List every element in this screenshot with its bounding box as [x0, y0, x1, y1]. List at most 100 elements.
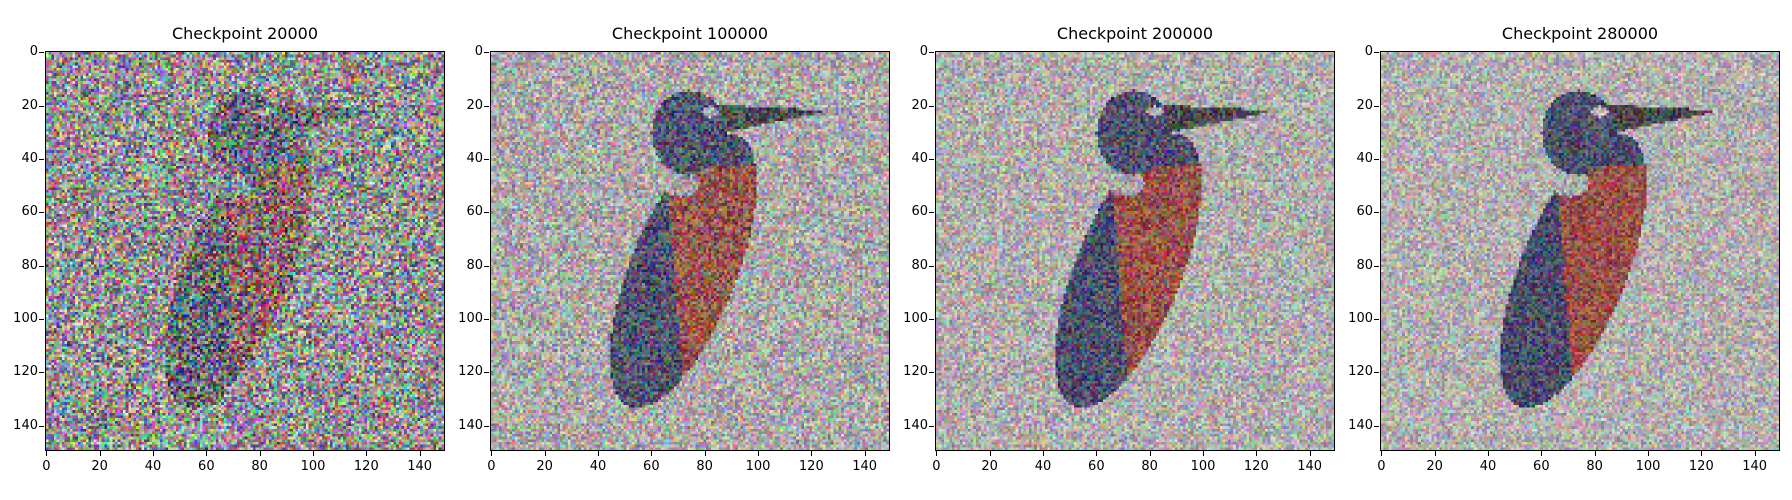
x-tick-label: 140 [407, 459, 433, 474]
x-tick-label: 140 [1297, 459, 1323, 474]
x-tick-label: 100 [745, 459, 771, 474]
y-tick-mark [484, 159, 489, 160]
x-tick-label: 40 [589, 459, 607, 474]
x-tick-mark [46, 451, 48, 456]
x-tick-mark [1594, 451, 1596, 456]
x-tick-label: 40 [144, 459, 162, 474]
x-tick-mark [153, 451, 154, 456]
panel-title: Checkpoint 280000 [1501, 24, 1659, 43]
x-tick-label: 120 [1243, 459, 1269, 474]
x-tick-label: 0 [1377, 459, 1386, 474]
x-tick-mark [419, 451, 421, 456]
y-tick-label: 80 [1356, 257, 1373, 273]
image-panel: Checkpoint 280000 0 20 40 60 80 100 120 140 0 20 40… [1335, 0, 1780, 500]
x-tick-mark [1309, 451, 1311, 456]
image-plot [1380, 51, 1780, 451]
x-tick-mark [1541, 451, 1543, 456]
noisy-bird-image [1381, 52, 1779, 450]
x-tick-mark [99, 451, 101, 456]
x-tick-label: 40 [1034, 459, 1052, 474]
y-tick-mark [1374, 105, 1379, 107]
y-tick-label: 20 [466, 97, 483, 113]
y-tick-mark [484, 372, 489, 374]
y-tick-mark [1374, 52, 1379, 54]
y-tick-mark [929, 212, 934, 214]
x-tick-mark [1256, 451, 1258, 456]
y-tick-label: 20 [1356, 97, 1373, 113]
x-tick-label: 80 [1586, 459, 1603, 474]
image-panel: Checkpoint 200000 0 20 40 60 80 100 120 140 0 20 40… [890, 0, 1335, 500]
x-tick-mark [1043, 451, 1044, 456]
y-tick-mark [484, 319, 489, 320]
y-tick-mark [929, 265, 934, 267]
x-tick-mark [1434, 451, 1436, 456]
x-tick-label: 60 [198, 459, 215, 474]
noisy-bird-image [491, 52, 889, 450]
x-tick-label: 0 [487, 459, 496, 474]
panel-title: Checkpoint 200000 [1056, 24, 1214, 43]
x-tick-label: 100 [300, 459, 326, 474]
y-tick-label: 60 [911, 204, 928, 220]
y-tick-mark [1374, 159, 1379, 160]
image-plot [45, 51, 445, 451]
x-tick-mark [758, 451, 759, 456]
x-tick-mark [366, 451, 368, 456]
x-tick-label: 100 [1190, 459, 1216, 474]
y-tick-label: 80 [21, 257, 38, 273]
y-tick-label: 0 [29, 44, 38, 60]
x-tick-mark [544, 451, 546, 456]
x-tick-label: 120 [1688, 459, 1714, 474]
y-tick-mark [39, 372, 44, 374]
y-tick-label: 120 [13, 364, 38, 380]
y-tick-label: 20 [21, 97, 38, 113]
x-tick-label: 80 [696, 459, 713, 474]
y-tick-mark [39, 105, 44, 107]
y-tick-mark [929, 105, 934, 107]
x-tick-label: 0 [932, 459, 941, 474]
x-tick-label: 120 [798, 459, 824, 474]
y-tick-label: 140 [13, 417, 38, 433]
x-tick-mark [313, 451, 314, 456]
y-tick-mark [929, 52, 934, 54]
y-tick-label: 40 [1356, 151, 1373, 166]
x-tick-label: 20 [91, 459, 108, 474]
panel-title: Checkpoint 20000 [171, 24, 318, 43]
y-tick-mark [39, 425, 44, 427]
x-tick-mark [1754, 451, 1756, 456]
x-tick-label: 20 [536, 459, 553, 474]
y-tick-label: 40 [21, 151, 38, 166]
y-tick-mark [39, 52, 44, 54]
y-tick-label: 100 [458, 311, 483, 326]
x-tick-mark [1701, 451, 1703, 456]
y-tick-mark [484, 212, 489, 214]
x-tick-mark [491, 451, 493, 456]
y-tick-label: 20 [911, 97, 928, 113]
y-tick-mark [929, 372, 934, 374]
y-tick-label: 60 [21, 204, 38, 220]
x-tick-label: 140 [852, 459, 878, 474]
x-tick-label: 60 [1533, 459, 1550, 474]
y-tick-mark [929, 319, 934, 320]
image-plot [490, 51, 890, 451]
y-tick-mark [484, 425, 489, 427]
y-tick-mark [484, 105, 489, 107]
y-tick-mark [39, 159, 44, 160]
x-tick-mark [1381, 451, 1383, 456]
y-tick-label: 120 [458, 364, 483, 380]
y-tick-label: 140 [903, 417, 928, 433]
x-tick-mark [1203, 451, 1204, 456]
x-tick-label: 20 [1426, 459, 1443, 474]
x-tick-label: 60 [643, 459, 660, 474]
y-tick-mark [1374, 372, 1379, 374]
y-tick-mark [39, 212, 44, 214]
x-tick-mark [1149, 451, 1151, 456]
x-tick-mark [864, 451, 866, 456]
x-tick-label: 40 [1479, 459, 1497, 474]
image-panel: Checkpoint 20000 0 20 40 60 80 100 120 140 0 20 40 6… [0, 0, 445, 500]
y-tick-label: 140 [1348, 417, 1373, 433]
y-tick-label: 120 [903, 364, 928, 380]
y-tick-label: 60 [466, 204, 483, 220]
noisy-bird-image [46, 52, 444, 450]
x-tick-label: 120 [353, 459, 379, 474]
y-tick-label: 40 [911, 151, 928, 166]
